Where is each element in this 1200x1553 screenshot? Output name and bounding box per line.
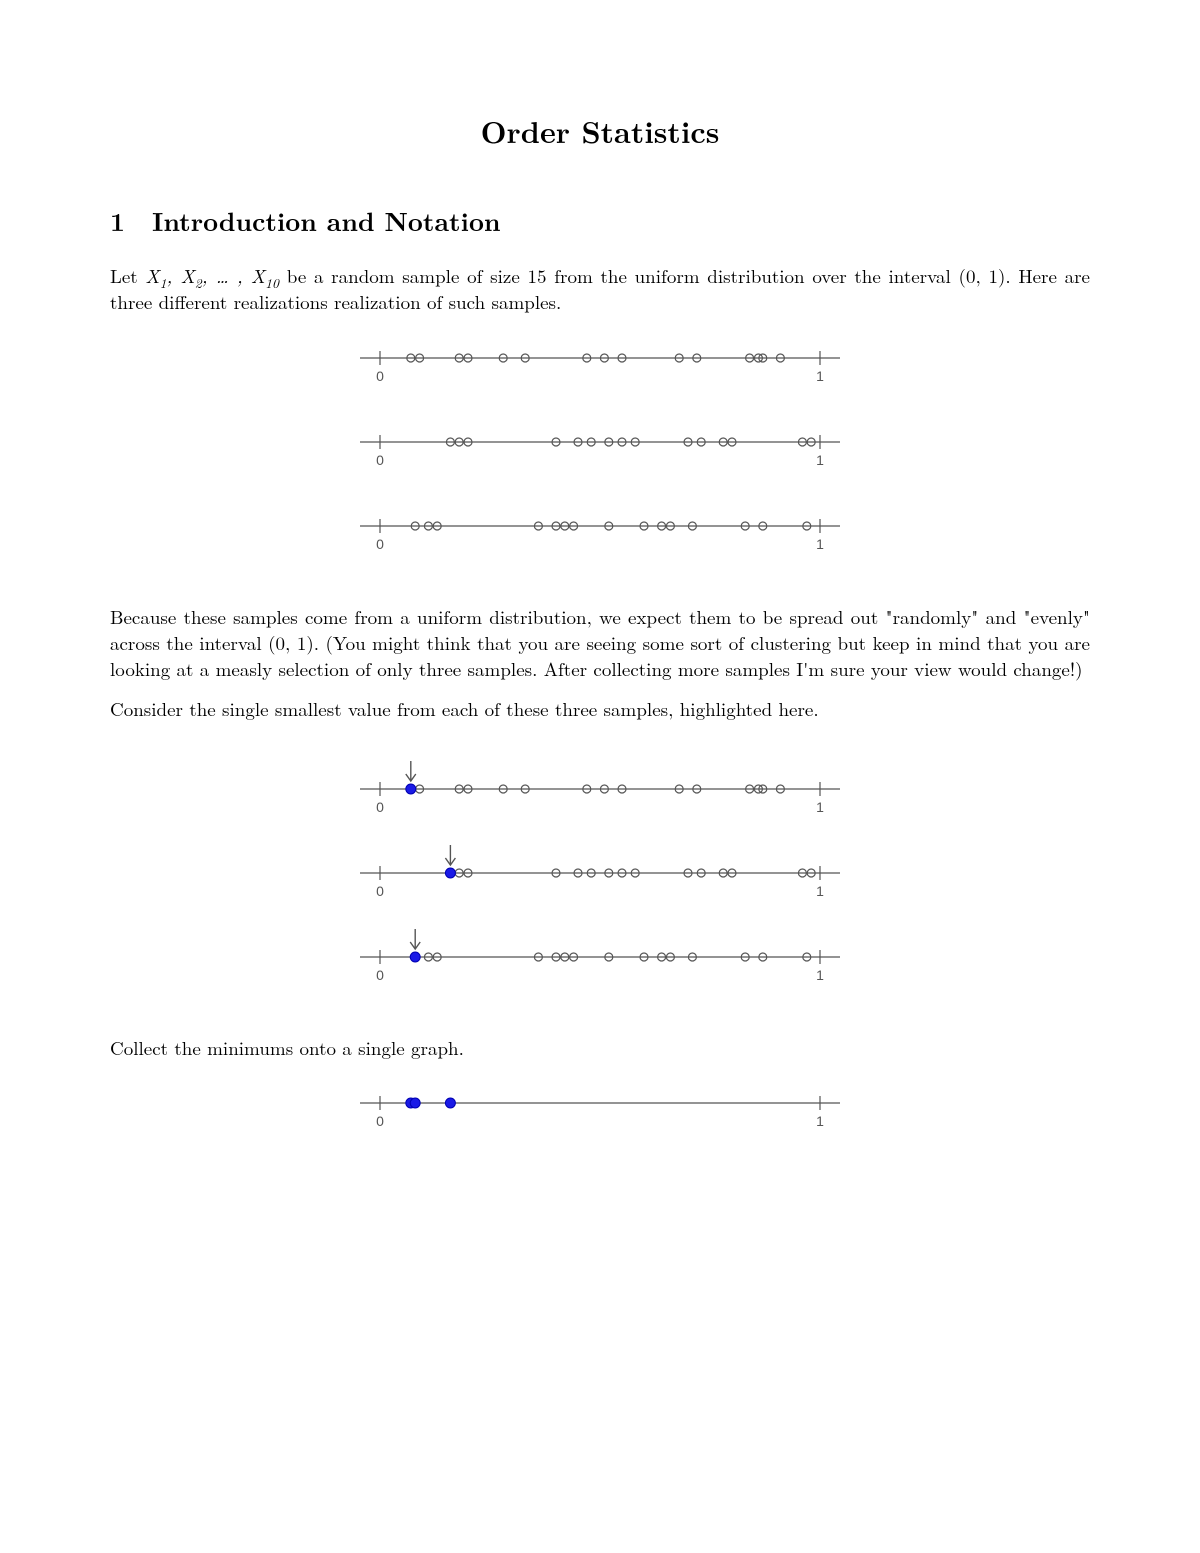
math-sample-symbols: X1, X2, … , X10 xyxy=(145,262,279,289)
svg-text:0: 0 xyxy=(376,452,384,468)
paragraph-2: Because these samples come from a unifor… xyxy=(110,604,1090,683)
paragraph-4: Collect the minimums onto a single graph… xyxy=(110,1035,1090,1061)
svg-text:0: 0 xyxy=(376,368,384,384)
chart-a-holder: 0 1 0 1 0 1 xyxy=(110,330,1090,582)
svg-text:0: 0 xyxy=(376,883,384,899)
chart-b-holder: 0 1 0 1 0 1 xyxy=(110,737,1090,1013)
svg-text:1: 1 xyxy=(816,1113,824,1129)
svg-text:0: 0 xyxy=(376,967,384,983)
section-heading: 1Introduction and Notation xyxy=(110,203,1090,239)
svg-text:1: 1 xyxy=(816,368,824,384)
svg-text:1: 1 xyxy=(816,536,824,552)
stripchart-a: 0 1 0 1 0 1 xyxy=(340,330,860,582)
document-title: Order Statistics xyxy=(110,110,1090,151)
svg-text:0: 0 xyxy=(376,799,384,815)
stripchart-c: 01 xyxy=(340,1075,860,1159)
section-title: Introduction and Notation xyxy=(152,202,501,239)
svg-text:0: 0 xyxy=(376,536,384,552)
svg-text:1: 1 xyxy=(816,799,824,815)
paragraph-3: Consider the single smallest value from … xyxy=(110,696,1090,722)
section-number: 1 xyxy=(110,203,152,239)
chart-c-holder: 01 xyxy=(110,1075,1090,1159)
paragraph-1: Let X1, X2, … , X10 be a random sample o… xyxy=(110,263,1090,315)
svg-text:1: 1 xyxy=(816,883,824,899)
svg-text:1: 1 xyxy=(816,452,824,468)
svg-text:1: 1 xyxy=(816,967,824,983)
svg-text:0: 0 xyxy=(376,1113,384,1129)
document-page: Order Statistics 1Introduction and Notat… xyxy=(0,0,1200,1553)
stripchart-b: 0 1 0 1 0 1 xyxy=(340,737,860,1013)
